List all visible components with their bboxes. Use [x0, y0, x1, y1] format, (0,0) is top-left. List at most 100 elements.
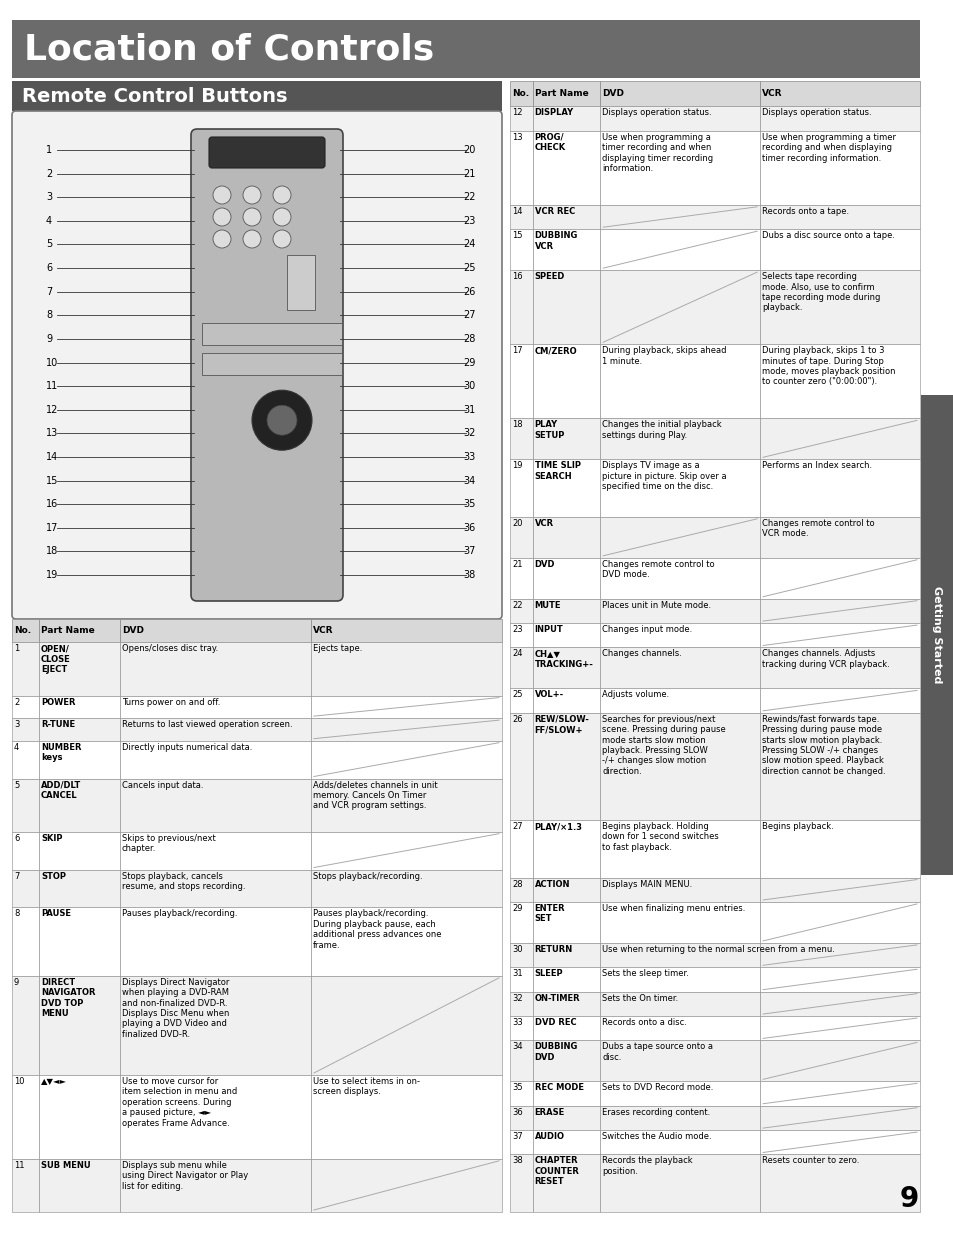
Bar: [12, 831, 39, 869]
Text: 14: 14: [46, 452, 58, 462]
Text: 13: 13: [46, 429, 58, 438]
Bar: [599, 647, 760, 688]
Bar: [532, 558, 599, 599]
Bar: [39, 695, 120, 718]
Text: 9: 9: [46, 333, 52, 343]
Bar: [760, 131, 919, 205]
Bar: [510, 942, 532, 967]
Bar: [120, 908, 311, 976]
Bar: [599, 230, 760, 270]
Text: 3: 3: [14, 720, 19, 729]
FancyBboxPatch shape: [12, 111, 501, 619]
Text: 23: 23: [512, 625, 522, 634]
Bar: [532, 992, 599, 1016]
Text: DVD: DVD: [122, 626, 144, 635]
Bar: [120, 642, 311, 695]
Bar: [599, 713, 760, 820]
Text: PROG/
CHECK: PROG/ CHECK: [534, 132, 565, 152]
Text: 32: 32: [512, 994, 522, 1003]
Text: 15: 15: [46, 475, 58, 485]
Bar: [532, 599, 599, 624]
Text: 6: 6: [14, 834, 19, 842]
Bar: [39, 976, 120, 1074]
Text: Displays TV image as a
picture in picture. Skip over a
specified time on the dis: Displays TV image as a picture in pictur…: [601, 462, 726, 492]
Bar: [510, 1082, 532, 1105]
Text: 31: 31: [463, 405, 476, 415]
Bar: [120, 1158, 311, 1212]
Text: OPEN/
CLOSE
EJECT: OPEN/ CLOSE EJECT: [41, 645, 71, 674]
Text: Pauses playback/recording.
During playback pause, each
additional press advances: Pauses playback/recording. During playba…: [313, 909, 441, 950]
Bar: [532, 459, 599, 516]
Bar: [510, 820, 532, 878]
Text: 7: 7: [14, 872, 19, 881]
Text: AUDIO: AUDIO: [534, 1132, 564, 1141]
Text: 22: 22: [512, 600, 522, 610]
Bar: [532, 230, 599, 270]
Bar: [311, 642, 501, 695]
Text: SKIP: SKIP: [41, 834, 62, 842]
Text: No.: No.: [512, 89, 529, 98]
Bar: [760, 419, 919, 459]
Bar: [760, 599, 919, 624]
Text: ERASE: ERASE: [534, 1108, 564, 1116]
Text: 26: 26: [463, 287, 476, 296]
Text: 17: 17: [512, 346, 522, 356]
Text: DVD: DVD: [601, 89, 623, 98]
Circle shape: [252, 390, 312, 451]
Text: SLEEP: SLEEP: [534, 969, 562, 978]
Bar: [120, 741, 311, 778]
Circle shape: [267, 405, 296, 435]
Text: Changes the initial playback
settings during Play.: Changes the initial playback settings du…: [601, 420, 721, 440]
Bar: [120, 976, 311, 1074]
Text: 23: 23: [463, 216, 476, 226]
Bar: [510, 992, 532, 1016]
Circle shape: [213, 230, 231, 248]
Bar: [760, 205, 919, 230]
Bar: [510, 1155, 532, 1212]
Text: Directly inputs numerical data.: Directly inputs numerical data.: [122, 742, 252, 752]
Bar: [39, 869, 120, 908]
Bar: [599, 516, 760, 558]
FancyBboxPatch shape: [191, 128, 343, 601]
Text: SUB MENU: SUB MENU: [41, 1161, 91, 1170]
Bar: [532, 902, 599, 942]
Text: 33: 33: [463, 452, 476, 462]
Bar: [760, 820, 919, 878]
Bar: [39, 642, 120, 695]
Bar: [12, 741, 39, 778]
Bar: [12, 908, 39, 976]
Text: 31: 31: [512, 969, 522, 978]
Text: ENTER
SET: ENTER SET: [534, 904, 564, 924]
Bar: [12, 20, 919, 78]
Text: Performs an Index search.: Performs an Index search.: [761, 462, 871, 471]
Text: Use to move cursor for
item selection in menu and
operation screens. During
a pa: Use to move cursor for item selection in…: [122, 1077, 236, 1128]
Text: 16: 16: [46, 499, 58, 509]
Bar: [760, 688, 919, 713]
Bar: [311, 695, 501, 718]
Bar: [599, 902, 760, 942]
Text: 36: 36: [512, 1108, 522, 1116]
Text: Records the playback
position.: Records the playback position.: [601, 1156, 692, 1176]
Text: 2: 2: [14, 698, 19, 706]
Bar: [532, 419, 599, 459]
Text: Dubs a tape source onto a
disc.: Dubs a tape source onto a disc.: [601, 1042, 713, 1062]
Bar: [12, 695, 39, 718]
Text: PAUSE: PAUSE: [41, 909, 71, 919]
Bar: [120, 831, 311, 869]
Bar: [510, 1040, 532, 1082]
Bar: [760, 345, 919, 419]
Text: Changes remote control to
DVD mode.: Changes remote control to DVD mode.: [601, 559, 714, 579]
Text: 35: 35: [463, 499, 476, 509]
Bar: [760, 230, 919, 270]
Bar: [760, 878, 919, 902]
Bar: [311, 778, 501, 831]
Text: Records onto a disc.: Records onto a disc.: [601, 1018, 686, 1028]
Text: 4: 4: [14, 742, 19, 752]
Bar: [120, 619, 311, 642]
Text: 20: 20: [463, 144, 476, 156]
Text: 19: 19: [512, 462, 522, 471]
Bar: [532, 688, 599, 713]
Text: Begins playback. Holding
down for 1 second switches
to fast playback.: Begins playback. Holding down for 1 seco…: [601, 823, 719, 852]
Text: 32: 32: [463, 429, 476, 438]
Bar: [532, 942, 599, 967]
